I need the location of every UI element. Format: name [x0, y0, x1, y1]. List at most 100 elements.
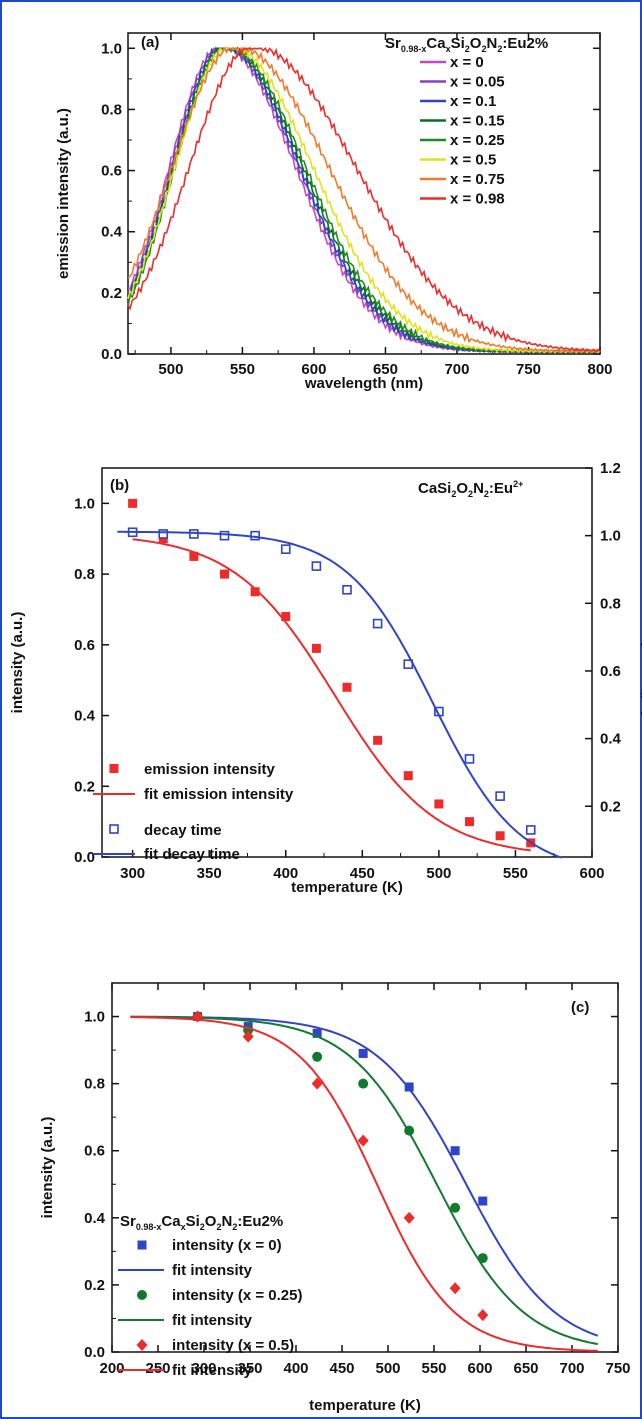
panel-b-ytick-label: 0.8: [74, 566, 95, 583]
panel-c-point: [477, 1309, 489, 1322]
panel-b-marks: [117, 498, 562, 859]
panel-a-legend-entry: x = 0.05: [450, 74, 505, 91]
panel-b-xtick-label: 350: [197, 865, 222, 882]
panel-c-point: [242, 1030, 254, 1043]
panel-a-series-7: [127, 46, 601, 353]
panel-c-xtick-label: 400: [283, 1360, 308, 1377]
panel-c-point: [404, 1082, 414, 1092]
panel-a-ytick-label: 0.6: [101, 163, 122, 180]
panel-c-legend-swatch: [137, 1240, 147, 1250]
panel-b-xtick-label: 500: [426, 865, 451, 882]
panel-c-xtick-label: 450: [329, 1360, 354, 1377]
panel-b-ytick-right-label: 1.0: [600, 528, 621, 545]
panel-c-point: [311, 1077, 323, 1090]
panel-c-point: [403, 1211, 415, 1224]
panel-c-xtick-label: 550: [421, 1360, 446, 1377]
panel-b-point: [311, 643, 321, 653]
panel-b-xtick-label: 300: [120, 865, 145, 882]
panel-a-xtick-label: 550: [230, 361, 255, 378]
panel-b-point: [465, 817, 474, 827]
panel-c-ytick-label: 0.4: [84, 1210, 106, 1227]
panel-a-xlabel: wavelength (nm): [304, 375, 423, 392]
panel-b-legend-entry: fit decay time: [144, 846, 240, 863]
panel-a-legend-entry: x = 0.1: [450, 93, 496, 110]
panel-b-point: [342, 682, 352, 692]
panel-c-xtick-label: 600: [467, 1360, 492, 1377]
panel-b-ytick-label: 0.0: [74, 849, 95, 866]
panel-c-point: [449, 1282, 461, 1295]
panel-b-point: [280, 544, 291, 554]
panel-b-point: [434, 799, 444, 809]
panel-b-xlabel: temperature (K): [291, 879, 403, 896]
panel-b-legend-entry: emission intensity: [144, 761, 276, 778]
panel-c-xlabel: temperature (K): [309, 1397, 421, 1414]
panel-a-ytick-label: 0.2: [101, 285, 122, 302]
panel-c-xtick-label: 250: [145, 1360, 170, 1377]
panel-b-fit-1: [132, 538, 531, 852]
panel-c-ytick-label: 1.0: [84, 1009, 105, 1026]
panel-c-ytick-label: 0.8: [84, 1076, 105, 1093]
panel-c-legend-entry: fit intensity: [172, 1312, 253, 1329]
panel-b-ytick-right-label: 0.2: [600, 798, 621, 815]
panel-b-point: [281, 612, 291, 622]
panel-c-point: [450, 1146, 460, 1156]
panel-b-point: [250, 587, 260, 597]
panel-b-point: [464, 754, 475, 764]
panel-a-legend-title: Sr0.98-xCaxSi2O2N2:Eu2%: [385, 35, 548, 54]
panel-c-xtick-label: 750: [605, 1360, 630, 1377]
panel-c-ylabel: intensity (a.u.): [39, 1117, 56, 1219]
panel-b-point: [372, 618, 383, 629]
panel-c-point: [478, 1196, 488, 1206]
panel-c-axes-frame: [111, 982, 619, 1353]
panel-b-point: [128, 498, 138, 508]
panel-b-point: [403, 771, 413, 781]
panel-a-ytick-label: 1.0: [101, 40, 122, 57]
panel-c-legend-swatch: [137, 1290, 147, 1300]
panel-c-ytick-label: 0.0: [84, 1344, 105, 1361]
panel-c-xtick-label: 200: [99, 1360, 124, 1377]
panel-b-ylabel: intensity (a.u.): [9, 612, 26, 714]
panel-c-legend-swatch: [136, 1339, 148, 1351]
panel-a-legend-entry: x = 0: [450, 54, 484, 71]
panel-b-ytick-label: 0.4: [74, 708, 96, 725]
panel-c-xtick-label: 700: [559, 1360, 584, 1377]
panel-a-xtick-label: 600: [301, 361, 326, 378]
panel-c-marks: [130, 1010, 599, 1352]
panel-b-compound: CaSi2O2N2:Eu2+: [418, 479, 523, 499]
panel-a-axes-frame: [127, 32, 601, 355]
panel-b-ytick-label: 1.0: [74, 495, 95, 512]
panel-c-legend-entry: intensity (x = 0): [172, 1237, 282, 1254]
panel-a-series-6: [127, 46, 601, 354]
panel-b-xtick-label: 450: [350, 865, 375, 882]
panel-b-ytick-right-label: 0.6: [600, 663, 621, 680]
panel-c-xtick-label: 650: [513, 1360, 538, 1377]
panel-c-ytick-label: 0.6: [84, 1143, 105, 1160]
panel-b-point: [220, 569, 229, 579]
panel-b-ytick-right-label: 0.8: [600, 595, 621, 612]
panel-c-legend-entry: fit intensity: [172, 1262, 253, 1279]
panel-a-legend-entry: x = 0.25: [450, 132, 505, 149]
panel-b-point: [495, 831, 505, 841]
panel-a-legend-entry: x = 0.75: [450, 171, 505, 188]
panel-b-legend-entry: fit emission intensity: [144, 786, 294, 803]
panel-b-fit-3: [117, 530, 562, 859]
panel-a-ylabel: emission intensity (a.u.): [55, 108, 72, 279]
panel-a-ytick-label: 0.4: [101, 224, 123, 241]
panel-b-point: [158, 529, 169, 539]
panel-c-ytick-label: 0.2: [84, 1277, 105, 1294]
panel-c-fit-3: [130, 1015, 598, 1346]
panel-c-legend-title: Sr0.98-xCaxSi2O2N2:Eu2%: [120, 1213, 283, 1232]
panel-b-point: [189, 551, 199, 561]
panel-c-label: (c): [571, 999, 589, 1016]
panel-c-point: [450, 1202, 461, 1213]
panel-a-xtick-label: 500: [158, 361, 183, 378]
panel-a-ytick-label: 0.0: [101, 346, 122, 363]
panel-c-xtick-label: 500: [375, 1360, 400, 1377]
panel-b-legend-swatch: [109, 824, 119, 834]
panel-a-ytick-label: 0.8: [101, 101, 122, 118]
panel-b-ytick-right-label: 1.2: [600, 460, 621, 477]
panel-b-xtick-label: 400: [273, 865, 298, 882]
panel-b-xtick-label: 550: [503, 865, 528, 882]
